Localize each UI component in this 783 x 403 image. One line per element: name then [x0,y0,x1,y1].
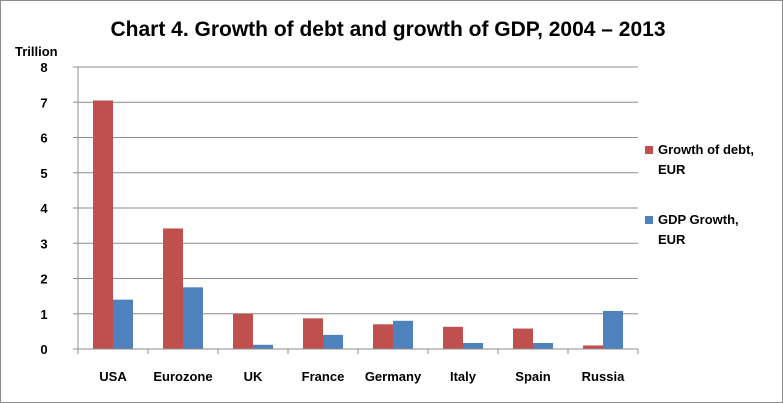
bar [513,328,533,349]
y-tick-label: 2 [40,272,47,287]
x-axis-labels: USA Eurozone UK France Germany Italy Spain Russ… [99,369,625,384]
y-tick-label: 3 [40,236,47,251]
y-tick-label: 0 [40,342,47,357]
bar [583,345,603,349]
bar [113,299,133,349]
x-tick-label: Italy [450,369,477,384]
chart-title: Chart 4. Growth of debt and growth of GD… [110,18,665,41]
bars [93,100,623,349]
y-tick-label: 4 [40,201,48,216]
y-tick-label: 8 [40,60,47,75]
legend-label: EUR [658,162,686,177]
legend-label: GDP Growth, [658,212,739,227]
y-tick-label: 6 [40,131,47,146]
y-axis-ticks: 0 1 2 3 4 5 6 7 8 [40,60,78,357]
x-axis [77,67,639,354]
y-tick-label: 1 [40,307,47,322]
x-tick-label: Spain [515,369,550,384]
y-tick-label: 7 [40,95,47,110]
x-tick-label: Germany [365,369,422,384]
legend-label: EUR [658,232,686,247]
bar [463,343,483,349]
legend-swatch [645,146,653,154]
x-tick-label: Russia [582,369,625,384]
gridlines [78,66,638,315]
x-tick-label: USA [99,369,127,384]
bar [233,313,253,349]
bar [93,100,113,349]
y-tick-label: 5 [40,166,47,181]
bar [183,287,203,349]
legend: Growth of debt, EUR GDP Growth, EUR [645,142,754,247]
legend-label: Growth of debt, [658,142,754,157]
bar [533,343,553,349]
bar [373,324,393,349]
legend-swatch [645,216,653,224]
bar [303,318,323,349]
bar [443,326,463,349]
bar [393,320,413,349]
bar [253,344,273,349]
bar [163,228,183,349]
x-tick-label: UK [244,369,263,384]
bar [603,310,623,349]
x-tick-label: France [302,369,345,384]
bar [323,334,343,349]
y-axis-unit-label: Trillion [15,44,58,59]
x-tick-label: Eurozone [153,369,212,384]
